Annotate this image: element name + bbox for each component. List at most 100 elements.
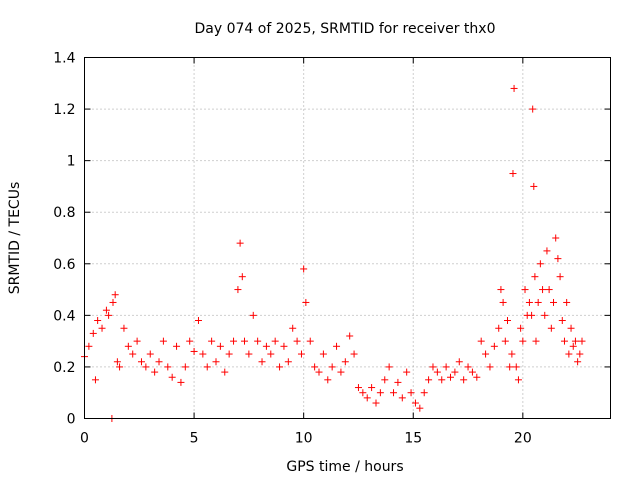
data-point bbox=[416, 404, 424, 412]
data-point bbox=[433, 368, 441, 376]
data-point bbox=[98, 324, 106, 332]
data-point bbox=[146, 350, 154, 358]
data-point bbox=[133, 337, 141, 345]
y-axis-title: SRMTID / TECUs bbox=[7, 182, 23, 295]
y-tick-label: 0.4 bbox=[53, 308, 75, 324]
y-tick-label: 1.4 bbox=[53, 51, 75, 67]
data-point bbox=[512, 363, 520, 371]
data-point bbox=[394, 378, 402, 386]
data-point bbox=[276, 363, 284, 371]
data-point bbox=[230, 337, 238, 345]
points-layer bbox=[81, 84, 586, 422]
data-point bbox=[528, 311, 536, 319]
data-point bbox=[234, 286, 242, 294]
grid-layer bbox=[84, 57, 611, 419]
data-point bbox=[267, 350, 275, 358]
data-point bbox=[398, 394, 406, 402]
chart-title: Day 074 of 2025, SRMTID for receiver thx… bbox=[195, 21, 496, 37]
data-point bbox=[199, 350, 207, 358]
data-point bbox=[249, 311, 257, 319]
x-tick-label: 10 bbox=[295, 431, 313, 447]
data-point bbox=[490, 342, 498, 350]
data-point bbox=[271, 337, 279, 345]
data-point bbox=[280, 342, 288, 350]
data-point bbox=[333, 342, 341, 350]
tick-layer: 0 0.2 0.4 0.6 0.8 1 1.2 1.4 0 5 10 15 20 bbox=[53, 51, 611, 447]
data-point bbox=[354, 384, 362, 392]
data-point bbox=[425, 376, 433, 384]
data-point bbox=[545, 286, 553, 294]
data-point bbox=[550, 298, 558, 306]
data-point bbox=[173, 342, 181, 350]
data-point bbox=[368, 384, 376, 392]
data-point bbox=[302, 298, 310, 306]
x-tick-label: 15 bbox=[404, 431, 422, 447]
data-point bbox=[447, 373, 455, 381]
data-point bbox=[181, 363, 189, 371]
data-point bbox=[236, 239, 244, 247]
data-point bbox=[186, 337, 194, 345]
data-point bbox=[238, 273, 246, 281]
data-point bbox=[212, 358, 220, 366]
data-point bbox=[341, 358, 349, 366]
data-point bbox=[363, 394, 371, 402]
data-point bbox=[385, 363, 393, 371]
data-point bbox=[442, 363, 450, 371]
data-point bbox=[521, 286, 529, 294]
data-point bbox=[554, 255, 562, 263]
data-point bbox=[190, 347, 198, 355]
data-point bbox=[85, 342, 93, 350]
data-point bbox=[534, 298, 542, 306]
data-point bbox=[94, 317, 102, 325]
y-tick-label: 0.8 bbox=[53, 205, 75, 221]
data-point bbox=[495, 324, 503, 332]
data-point bbox=[531, 273, 539, 281]
data-point bbox=[102, 306, 110, 314]
y-tick-label: 1 bbox=[67, 154, 76, 170]
data-point bbox=[578, 337, 586, 345]
data-point bbox=[556, 273, 564, 281]
data-point bbox=[451, 368, 459, 376]
data-point bbox=[506, 363, 514, 371]
data-point bbox=[113, 358, 121, 366]
data-point bbox=[137, 358, 145, 366]
data-point bbox=[337, 368, 345, 376]
data-point bbox=[576, 350, 584, 358]
data-point bbox=[565, 350, 573, 358]
data-point bbox=[111, 291, 119, 299]
data-point bbox=[536, 260, 544, 268]
data-point bbox=[328, 363, 336, 371]
data-point bbox=[468, 368, 476, 376]
data-point bbox=[306, 337, 314, 345]
data-point bbox=[89, 329, 97, 337]
data-point bbox=[560, 337, 568, 345]
data-point bbox=[324, 376, 332, 384]
data-point bbox=[311, 363, 319, 371]
data-point bbox=[155, 358, 163, 366]
data-point bbox=[194, 317, 202, 325]
data-point bbox=[477, 337, 485, 345]
data-point bbox=[245, 350, 253, 358]
data-point bbox=[510, 84, 518, 92]
data-point bbox=[208, 337, 216, 345]
data-point bbox=[473, 373, 481, 381]
data-point bbox=[482, 350, 490, 358]
data-point bbox=[297, 350, 305, 358]
data-point bbox=[567, 324, 575, 332]
data-point bbox=[503, 317, 511, 325]
data-point bbox=[486, 363, 494, 371]
data-point bbox=[151, 368, 159, 376]
data-point bbox=[574, 358, 582, 366]
data-point bbox=[381, 376, 389, 384]
data-point bbox=[293, 337, 301, 345]
data-point bbox=[455, 358, 463, 366]
data-point bbox=[376, 389, 384, 397]
data-point bbox=[221, 368, 229, 376]
data-point bbox=[420, 389, 428, 397]
y-tick-label: 0 bbox=[67, 412, 76, 428]
data-point bbox=[159, 337, 167, 345]
data-point bbox=[124, 342, 132, 350]
data-point bbox=[120, 324, 128, 332]
